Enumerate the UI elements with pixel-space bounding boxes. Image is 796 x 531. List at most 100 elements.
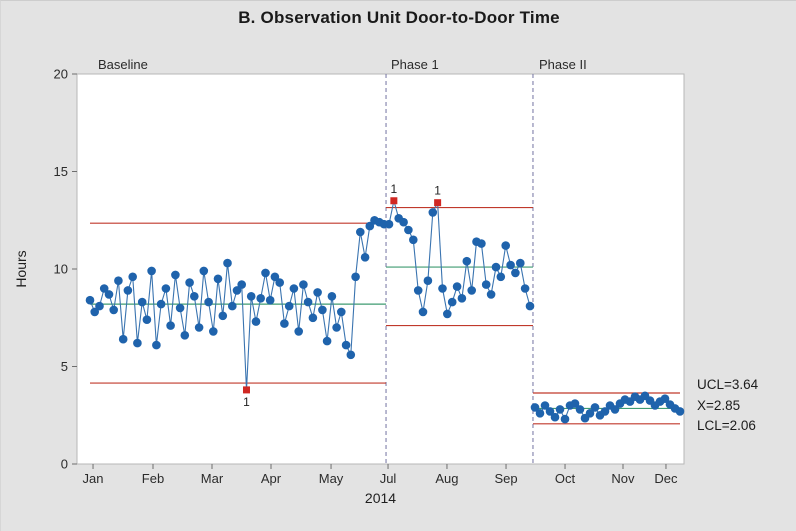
- data-point: [413, 286, 423, 295]
- data-point: [457, 294, 467, 303]
- data-point: [600, 407, 610, 416]
- data-point: [525, 301, 535, 311]
- x-tick-label: Nov: [611, 471, 635, 486]
- data-point: [409, 235, 418, 245]
- data-point: [399, 217, 408, 227]
- data-point: [166, 321, 175, 330]
- data-point: [511, 268, 520, 278]
- data-point: [85, 295, 95, 305]
- out-of-control-label: 1: [434, 184, 441, 198]
- data-point: [590, 403, 600, 412]
- data-point: [147, 266, 156, 276]
- x-tick-label: Jan: [83, 471, 104, 486]
- data-point: [109, 305, 118, 315]
- data-point: [318, 305, 327, 315]
- data-point: [486, 290, 496, 299]
- control-limit-annotations: UCL=3.64 X=2.85 LCL=2.06: [697, 375, 758, 437]
- data-point: [218, 311, 228, 321]
- data-point: [550, 412, 560, 422]
- data-point: [123, 286, 133, 295]
- data-point: [289, 284, 299, 293]
- x-tick-label: Dec: [654, 471, 678, 486]
- data-point: [156, 299, 166, 309]
- data-point: [337, 307, 346, 317]
- data-point: [346, 350, 356, 360]
- plot-area: [76, 73, 685, 465]
- data-point: [481, 280, 491, 289]
- data-point: [327, 292, 337, 301]
- data-point: [133, 338, 142, 348]
- data-point: [438, 284, 447, 293]
- data-point: [477, 239, 486, 248]
- data-point: [294, 327, 304, 336]
- data-point: [356, 227, 365, 237]
- data-point: [585, 409, 595, 418]
- out-of-control-point: [242, 386, 250, 394]
- data-point: [520, 284, 530, 293]
- data-point: [496, 272, 506, 282]
- data-point: [428, 208, 438, 217]
- data-point: [118, 334, 128, 344]
- y-tick-label: 15: [54, 164, 68, 179]
- data-point: [506, 260, 515, 270]
- data-point: [418, 307, 428, 317]
- data-point: [467, 286, 477, 295]
- data-point: [575, 405, 585, 414]
- data-point: [275, 278, 285, 287]
- data-point: [161, 284, 171, 293]
- y-tick-label: 10: [54, 262, 68, 277]
- data-point: [284, 301, 294, 311]
- chart-title: B. Observation Unit Door-to-Door Time: [238, 8, 560, 27]
- data-point: [213, 274, 223, 284]
- x-tick-label: Apr: [261, 471, 282, 486]
- data-point: [491, 262, 501, 272]
- data-point: [246, 292, 256, 301]
- data-point: [223, 258, 232, 268]
- xbar-annotation: X=2.85: [697, 397, 741, 413]
- x-tick-label: Jul: [380, 471, 397, 486]
- data-point: [114, 276, 123, 286]
- stage-label-phase1: Phase 1: [391, 57, 439, 72]
- out-of-control-label: 1: [243, 395, 250, 409]
- data-point: [265, 295, 275, 305]
- y-tick-label: 0: [61, 457, 68, 472]
- data-point: [104, 290, 114, 299]
- data-point: [303, 297, 313, 307]
- data-point: [232, 286, 242, 295]
- out-of-control-point: [390, 197, 398, 205]
- data-point: [535, 409, 545, 418]
- data-point: [237, 280, 246, 289]
- data-point: [128, 272, 137, 282]
- stage-label-baseline: Baseline: [98, 57, 148, 72]
- data-point: [190, 292, 199, 301]
- data-point: [270, 272, 280, 282]
- ucl-annotation: UCL=3.64: [697, 377, 759, 392]
- data-point: [280, 319, 289, 328]
- x-tick-label: Aug: [435, 471, 458, 486]
- data-point: [199, 266, 209, 276]
- data-point: [137, 297, 147, 307]
- data-point: [99, 284, 109, 293]
- data-point: [530, 403, 540, 412]
- data-point: [443, 309, 452, 319]
- data-point: [194, 323, 204, 332]
- data-point: [251, 317, 261, 326]
- out-of-control-point: [434, 199, 442, 207]
- data-point: [142, 315, 152, 325]
- data-point: [228, 301, 237, 311]
- data-point: [501, 241, 511, 250]
- data-point: [256, 294, 265, 303]
- data-point: [180, 331, 190, 340]
- out-of-control-label: 1: [391, 182, 398, 196]
- data-point: [610, 405, 620, 414]
- data-point: [204, 297, 213, 307]
- data-point: [365, 221, 375, 231]
- x-tick-label: May: [319, 471, 344, 486]
- x-tick-label: Sep: [494, 471, 517, 486]
- y-tick-label: 5: [61, 359, 68, 374]
- data-point: [516, 258, 525, 268]
- data-point: [185, 278, 194, 287]
- data-point: [313, 288, 322, 297]
